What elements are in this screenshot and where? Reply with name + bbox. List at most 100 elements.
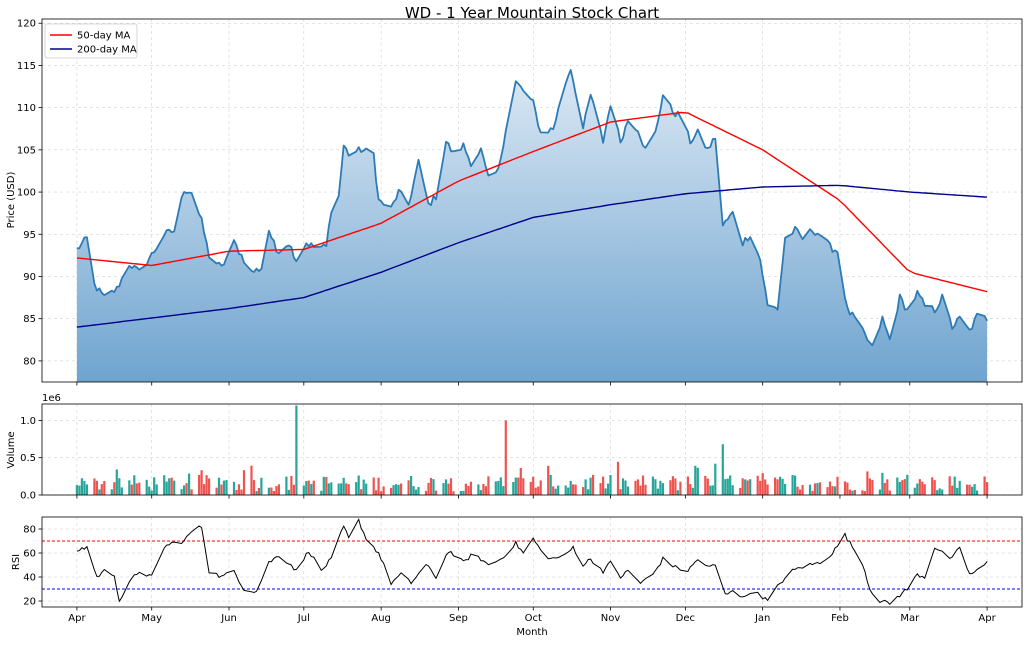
volume-bar bbox=[636, 479, 640, 495]
rsi-tick-label-y: 80 bbox=[23, 525, 36, 536]
volume-bar bbox=[836, 476, 839, 495]
volume-bar bbox=[220, 484, 223, 495]
volume-bar bbox=[679, 481, 682, 495]
volume-bar bbox=[923, 484, 926, 495]
volume-bar bbox=[128, 480, 131, 495]
volume-bar bbox=[252, 480, 256, 495]
price-tick-label-y: 100 bbox=[17, 188, 36, 199]
volume-bar bbox=[557, 485, 560, 495]
volume-bar bbox=[781, 478, 784, 495]
volume-bar bbox=[726, 478, 729, 495]
volume-bar bbox=[203, 484, 206, 495]
volume-bar bbox=[168, 478, 171, 495]
volume-bar bbox=[756, 475, 759, 495]
volume-bar bbox=[208, 478, 211, 495]
volume-bar bbox=[799, 489, 802, 495]
volume-bar bbox=[534, 487, 537, 495]
volume-bar bbox=[564, 485, 567, 495]
price-tick-label-y: 120 bbox=[17, 19, 36, 30]
volume-bar bbox=[155, 484, 158, 495]
volume-bar bbox=[794, 475, 797, 495]
volume-bar bbox=[626, 486, 630, 495]
x-tick-label: Nov bbox=[601, 613, 621, 624]
volume-bar bbox=[285, 476, 288, 495]
price-area-fill bbox=[76, 69, 988, 382]
volume-bar bbox=[414, 489, 418, 495]
volume-bar bbox=[232, 481, 236, 495]
volume-bar bbox=[866, 471, 869, 495]
volume-bar bbox=[661, 483, 664, 495]
volume-bar bbox=[407, 480, 410, 495]
volume-bar bbox=[801, 484, 804, 495]
x-tick-label: Dec bbox=[676, 613, 695, 624]
x-tick-label: Feb bbox=[831, 613, 849, 624]
volume-bar bbox=[816, 483, 819, 495]
volume-bar bbox=[656, 488, 659, 495]
volume-bar bbox=[696, 467, 699, 495]
volume-bar bbox=[390, 487, 393, 495]
volume-bar bbox=[714, 463, 717, 495]
volume-bar bbox=[93, 478, 96, 495]
x-tick-label: Oct bbox=[525, 613, 542, 624]
volume-bar bbox=[791, 475, 794, 495]
volume-bar bbox=[360, 489, 363, 495]
volume-bar bbox=[634, 480, 637, 495]
volume-bar bbox=[410, 476, 413, 495]
price-tick-label-y: 85 bbox=[23, 314, 36, 325]
volume-bar bbox=[616, 461, 620, 495]
price-tick-label-y: 80 bbox=[23, 356, 36, 367]
volume-bar bbox=[290, 475, 293, 495]
volume-bar bbox=[83, 481, 86, 495]
volume-bar bbox=[377, 477, 380, 495]
price-tick-label-y: 110 bbox=[17, 103, 36, 114]
volume-bar bbox=[355, 482, 358, 495]
volume-bar bbox=[312, 480, 315, 495]
volume-bar bbox=[462, 490, 465, 495]
volume-bar bbox=[574, 484, 577, 495]
volume-bar bbox=[659, 480, 662, 495]
volume-bar bbox=[372, 477, 375, 495]
rsi-frame bbox=[41, 516, 1023, 608]
volume-bar bbox=[427, 482, 430, 495]
ma200-line bbox=[76, 184, 988, 328]
volume-bar bbox=[85, 484, 88, 495]
chart-title: WD - 1 Year Mountain Stock Chart bbox=[405, 4, 659, 22]
volume-bar bbox=[295, 405, 298, 495]
price-plot-area bbox=[76, 69, 988, 382]
volume-bar bbox=[95, 480, 98, 495]
x-tick-label: Aug bbox=[371, 613, 391, 624]
volume-bar bbox=[731, 485, 734, 495]
volume-bar bbox=[537, 486, 540, 495]
volume-bar bbox=[325, 477, 328, 495]
volume-bar bbox=[215, 487, 218, 495]
volume-plot-area bbox=[75, 405, 989, 495]
volume-bar bbox=[933, 480, 936, 495]
volume-bar bbox=[145, 479, 148, 495]
volume-offset-label: 1e6 bbox=[42, 393, 61, 404]
volume-bar bbox=[529, 481, 532, 495]
volume-bar bbox=[971, 486, 974, 495]
volume-bar bbox=[831, 486, 834, 495]
volume-bar bbox=[729, 475, 732, 495]
volume-bar bbox=[784, 484, 787, 495]
volume-bar bbox=[504, 420, 507, 495]
price-tick-label-y: 115 bbox=[17, 61, 36, 72]
volume-bar bbox=[277, 484, 280, 495]
volume-bar bbox=[449, 478, 453, 495]
volume-bar bbox=[689, 484, 692, 495]
volume-bar bbox=[487, 476, 490, 495]
volume-bar bbox=[983, 476, 986, 495]
volume-bar bbox=[200, 470, 203, 495]
volume-bar bbox=[619, 489, 622, 495]
volume-bar bbox=[365, 483, 368, 495]
volume-bar bbox=[976, 490, 979, 495]
volume-bar bbox=[749, 479, 752, 495]
volume-bar bbox=[382, 486, 385, 495]
volume-bar bbox=[826, 487, 829, 495]
volume-bar bbox=[225, 480, 228, 495]
volume-axis-label: Volume bbox=[6, 431, 17, 468]
volume-bar bbox=[217, 477, 221, 495]
volume-bar bbox=[901, 480, 904, 495]
volume-bar bbox=[774, 477, 777, 495]
